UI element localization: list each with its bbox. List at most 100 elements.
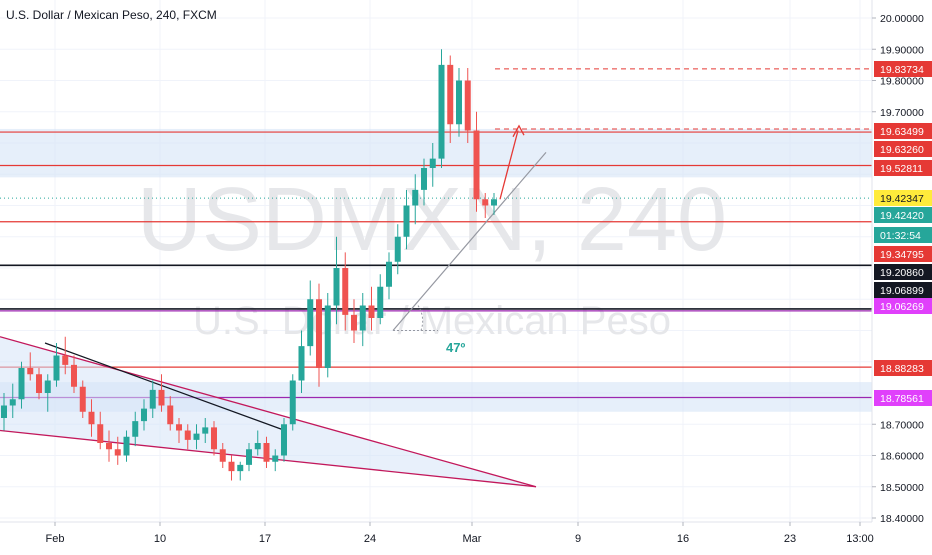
candle-body bbox=[429, 158, 436, 168]
candle-body bbox=[97, 424, 104, 443]
candle-body bbox=[351, 314, 357, 331]
trend-line-black bbox=[44, 342, 286, 432]
watermark-ticker: USDMXN, 240 bbox=[137, 170, 727, 270]
candles-layer bbox=[1, 49, 497, 481]
price-label-text: 18.88283 bbox=[880, 363, 924, 375]
price-label-box bbox=[874, 123, 932, 139]
price-label-text: 19.63260 bbox=[880, 144, 924, 156]
candle-body bbox=[141, 408, 147, 422]
candle-body bbox=[368, 305, 375, 318]
price-label-text: 01:32:54 bbox=[880, 230, 921, 242]
candle-body bbox=[324, 305, 331, 368]
price-label-text: 19.52811 bbox=[880, 163, 923, 175]
price-label-text: 19.20860 bbox=[880, 267, 924, 279]
candle-body bbox=[289, 380, 296, 425]
candle-body bbox=[403, 205, 410, 237]
candle-body bbox=[246, 449, 252, 465]
projection-arrow bbox=[499, 130, 519, 200]
candle-body bbox=[132, 421, 139, 437]
price-axis-tick-label: 18.60000 bbox=[880, 451, 924, 463]
candle-body bbox=[482, 199, 489, 206]
time-axis-tick-label: 16 bbox=[677, 533, 689, 545]
watermark-name: U.S. Dollar / Mexican Peso bbox=[193, 299, 671, 343]
time-axis-tick-label: Feb bbox=[46, 533, 65, 545]
price-axis-tick-label: 18.70000 bbox=[880, 419, 924, 431]
price-label-text: 19.63499 bbox=[880, 126, 924, 138]
price-axis-tick-label: 18.40000 bbox=[880, 513, 924, 525]
price-label-text: 18.78561 bbox=[880, 393, 924, 405]
candle-body bbox=[184, 430, 191, 440]
candle-body bbox=[307, 299, 314, 347]
candle-body bbox=[167, 405, 174, 425]
candle-body bbox=[219, 449, 226, 462]
candle-body bbox=[386, 261, 392, 287]
price-axis: 20.00000 19.90000 19.80000 19.70000 18.70000… bbox=[872, 13, 924, 525]
price-label-box bbox=[874, 390, 932, 406]
time-axis-tick-label: 9 bbox=[575, 533, 581, 545]
price-label-text: 19.83734 bbox=[880, 64, 924, 76]
price-label-box bbox=[874, 207, 932, 223]
price-label-box bbox=[874, 360, 932, 376]
candle-body bbox=[464, 80, 471, 131]
candle-body bbox=[228, 461, 235, 472]
price-label-box bbox=[874, 264, 932, 280]
angle-label: 47º bbox=[446, 340, 465, 355]
price-label-text: 19.42420 bbox=[880, 210, 924, 222]
candle-body bbox=[9, 399, 16, 406]
price-axis-tick-label: 20.00000 bbox=[880, 13, 924, 25]
candle-body bbox=[412, 189, 419, 206]
support-resistance-zone bbox=[0, 128, 872, 178]
angle-arc bbox=[417, 305, 424, 331]
symbol-title: U.S. Dollar / Mexican Peso, 240, FXCM bbox=[6, 8, 217, 22]
candle-body bbox=[18, 368, 25, 400]
price-axis-tick-label: 19.70000 bbox=[880, 107, 924, 119]
candle-body bbox=[438, 64, 445, 159]
candle-body bbox=[237, 464, 244, 472]
candle-body bbox=[193, 433, 200, 440]
candle-body bbox=[491, 199, 497, 206]
candle-body bbox=[27, 368, 34, 375]
time-axis-tick-label: 17 bbox=[259, 533, 271, 545]
candle-body bbox=[114, 449, 121, 456]
price-label-box bbox=[874, 282, 932, 298]
candle-body bbox=[71, 364, 77, 387]
candle-body bbox=[421, 168, 427, 190]
candle-body bbox=[342, 268, 349, 315]
candle-body bbox=[106, 443, 112, 450]
time-axis-tick-label: 24 bbox=[364, 533, 376, 545]
time-axis: Feb 10 17 24 Mar 9 16 23 13:00 bbox=[46, 522, 874, 545]
candle-body bbox=[211, 427, 217, 450]
candle-body bbox=[281, 424, 287, 456]
candle-body bbox=[473, 130, 480, 200]
time-axis-tick-label: 13:00 bbox=[846, 533, 874, 545]
time-axis-tick-label: Mar bbox=[463, 533, 482, 545]
candle-body bbox=[44, 380, 51, 393]
watermark-layer: USDMXN, 240 U.S. Dollar / Mexican Peso bbox=[137, 170, 727, 343]
candle-body bbox=[123, 436, 130, 456]
price-label-text: 19.42347 bbox=[880, 193, 924, 205]
price-label-box bbox=[874, 246, 932, 262]
candle-body bbox=[359, 305, 366, 331]
candle-body bbox=[254, 443, 261, 450]
candle-body bbox=[62, 355, 69, 365]
candle-body bbox=[149, 389, 156, 409]
price-label-box bbox=[874, 61, 932, 77]
candle-body bbox=[298, 346, 305, 381]
candle-body bbox=[53, 355, 60, 381]
candle-body bbox=[263, 443, 270, 462]
candle-body bbox=[456, 80, 462, 125]
price-label-box bbox=[874, 160, 932, 176]
time-axis-tick-label: 10 bbox=[154, 533, 166, 545]
ascending-trend-line bbox=[392, 151, 547, 331]
candle-body bbox=[447, 64, 454, 125]
wedge-upper-line bbox=[0, 336, 537, 488]
candle-body bbox=[272, 455, 279, 462]
price-axis-tick-label: 18.50000 bbox=[880, 482, 924, 494]
horizontal-lines-layer bbox=[0, 68, 872, 399]
price-label-box bbox=[874, 298, 932, 314]
price-axis-tick-label: 19.90000 bbox=[880, 44, 924, 56]
candle-body bbox=[79, 386, 86, 412]
candle-body bbox=[333, 268, 340, 306]
